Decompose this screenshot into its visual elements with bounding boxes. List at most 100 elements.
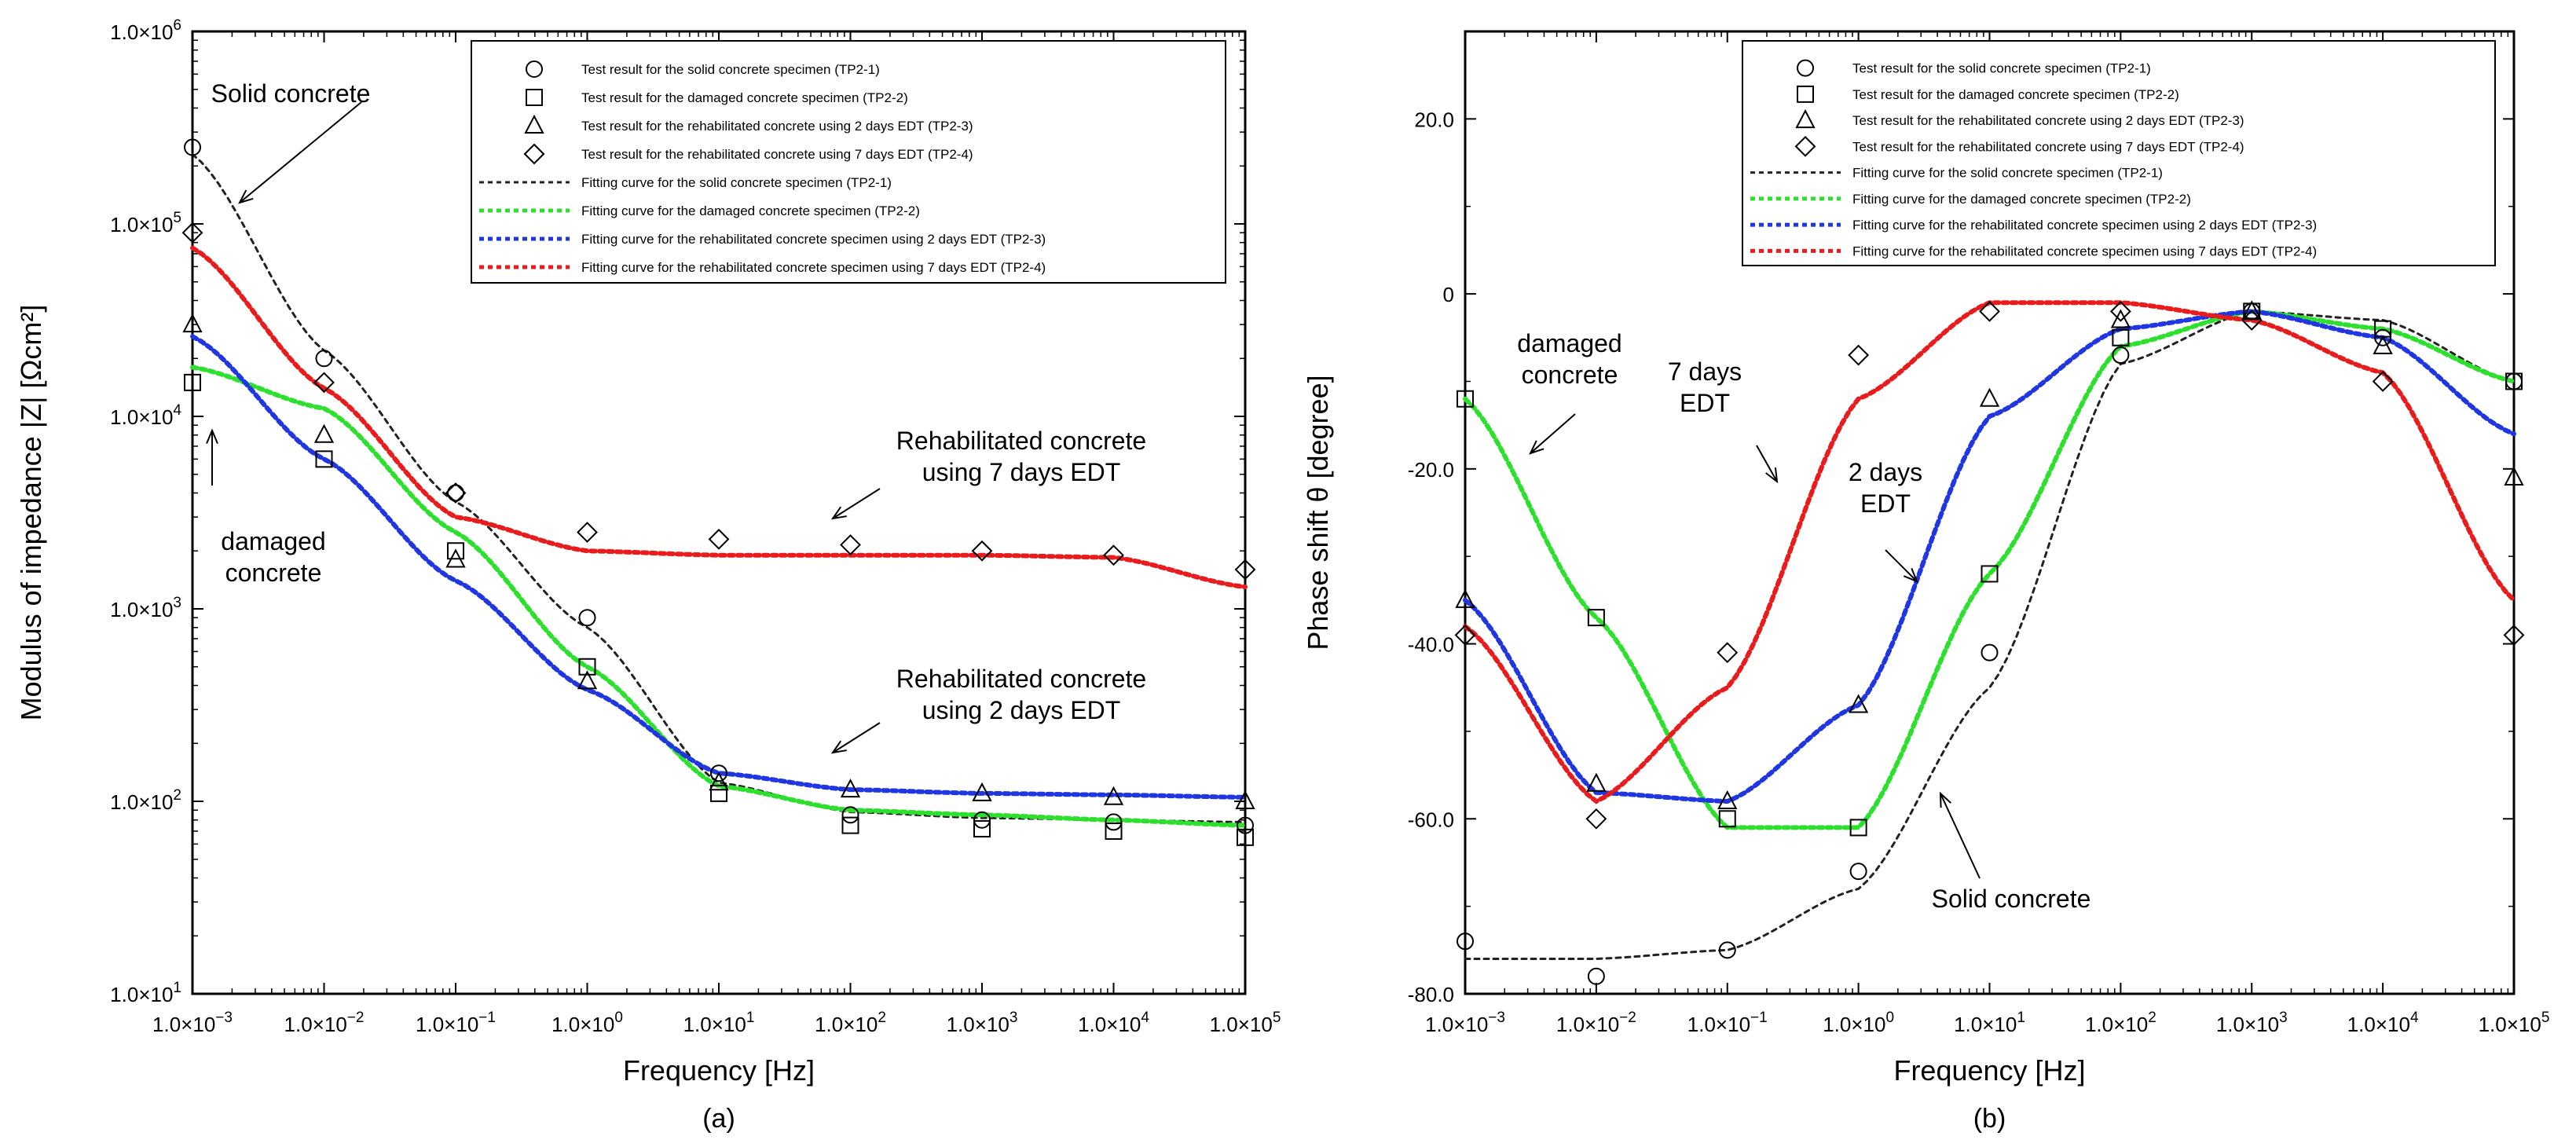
annotation-text: Solid concrete bbox=[1932, 885, 2091, 913]
legend-marker bbox=[523, 143, 545, 165]
data-point bbox=[315, 350, 333, 368]
legend-label: Test result for the rehabilitated concre… bbox=[581, 147, 973, 162]
legend-marker bbox=[524, 114, 544, 134]
test-series-3 bbox=[1455, 300, 2524, 809]
annotation-text: concrete bbox=[1522, 361, 1618, 389]
annotation-text: Solid concrete bbox=[211, 79, 371, 108]
data-point bbox=[973, 819, 991, 837]
legend-marker bbox=[526, 89, 543, 106]
data-point bbox=[577, 522, 598, 543]
test-series-4 bbox=[1454, 300, 2525, 830]
legend-item-test-2: Test result for the damaged concrete spe… bbox=[526, 89, 908, 106]
x-tick-label: 1.0×10−2 bbox=[284, 1010, 365, 1036]
legend-item-fit-4: Fitting curve for the rehabilitated conc… bbox=[1750, 244, 2317, 258]
annotation-arrow bbox=[239, 101, 362, 203]
annotation-arrowhead bbox=[206, 428, 218, 444]
legend-label: Test result for the rehabilitated concre… bbox=[1852, 139, 2244, 154]
y-tick-label: -80.0 bbox=[1408, 983, 1454, 1006]
data-point bbox=[445, 482, 467, 504]
data-point bbox=[1981, 643, 1999, 661]
fit-series-2 bbox=[1463, 309, 2516, 830]
annotation-text: 7 days bbox=[1668, 357, 1742, 386]
y-tick-label: -40.0 bbox=[1408, 633, 1454, 657]
chart-panel-b: 1.0×10−3 1.0×10−2 1.0×10−1 1.0×100 1.0×101 1.… bbox=[1302, 30, 2549, 1134]
legend-item-test-4: Test result for the rehabilitated concre… bbox=[523, 143, 973, 165]
legend-marker bbox=[1797, 85, 1814, 103]
x-tick-label: 1.0×101 bbox=[683, 1010, 755, 1036]
x-tick-label: 1.0×104 bbox=[2347, 1010, 2419, 1036]
x-tick-label: 1.0×102 bbox=[2085, 1010, 2156, 1036]
data-point bbox=[2241, 310, 2263, 331]
data-point bbox=[184, 138, 201, 156]
annotation-text: 2 days bbox=[1849, 458, 1922, 486]
annotation-arrowhead bbox=[1903, 567, 1918, 583]
legend-label: Test result for the damaged concrete spe… bbox=[581, 90, 908, 105]
data-point bbox=[841, 816, 859, 834]
data-point bbox=[577, 670, 598, 690]
data-point bbox=[1849, 819, 1867, 837]
legend: Test result for the solid concrete speci… bbox=[471, 40, 1226, 284]
legend-item-test-2: Test result for the damaged concrete spe… bbox=[1797, 85, 2179, 103]
legend-label: Fitting curve for the rehabilitated conc… bbox=[581, 260, 1046, 275]
data-point bbox=[313, 372, 335, 394]
legend-label: Fitting curve for the solid concrete spe… bbox=[1852, 166, 2163, 181]
data-point bbox=[2372, 371, 2394, 392]
annotation-1: damaged concrete bbox=[1517, 329, 1622, 455]
x-tick-label: 1.0×10−1 bbox=[416, 1010, 496, 1036]
data-point bbox=[1234, 559, 1256, 581]
annotation-text: using 2 days EDT bbox=[922, 696, 1121, 724]
data-point bbox=[445, 548, 466, 568]
annotation-text: using 7 days EDT bbox=[922, 458, 1121, 486]
data-point bbox=[1237, 816, 1254, 834]
data-point bbox=[182, 313, 203, 333]
x-tick-label: 1.0×101 bbox=[1954, 1010, 2025, 1036]
x-axis-label: Frequency [Hz] bbox=[623, 1054, 815, 1087]
annotation-arrowhead bbox=[1765, 467, 1779, 484]
annotation-arrowhead bbox=[830, 506, 847, 520]
y-axis-ticks: -80.0 -60.0 -40.0 -20.0 0 20.0 bbox=[1408, 108, 2514, 1006]
x-tick-label: 1.0×10−3 bbox=[152, 1010, 233, 1036]
legend-item-fit-2: Fitting curve for the damaged concrete s… bbox=[1750, 192, 2191, 207]
data-point bbox=[1585, 808, 1607, 830]
x-tick-label: 1.0×104 bbox=[1078, 1010, 1149, 1036]
data-point bbox=[2505, 372, 2523, 390]
data-point bbox=[2374, 328, 2392, 346]
data-point bbox=[184, 373, 201, 391]
legend-marker bbox=[526, 60, 543, 78]
data-point bbox=[2241, 300, 2262, 320]
legend-item-fit-2: Fitting curve for the damaged concrete s… bbox=[479, 203, 920, 218]
annotation-arrow bbox=[832, 722, 881, 753]
data-point bbox=[1718, 941, 1736, 959]
legend-item-test-3: Test result for the rehabilitated concre… bbox=[524, 114, 973, 134]
y-tick-label: 0 bbox=[1443, 283, 1454, 306]
annotation-arrow bbox=[1756, 445, 1778, 482]
data-point bbox=[2110, 309, 2131, 328]
data-point bbox=[1455, 588, 1475, 608]
legend-label: Test result for the solid concrete speci… bbox=[581, 62, 880, 77]
annotation-arrow bbox=[1940, 793, 1981, 879]
data-point bbox=[971, 540, 993, 562]
legend-item-fit-1: Fitting curve for the solid concrete spe… bbox=[479, 175, 892, 190]
annotation-arrow bbox=[832, 488, 881, 519]
data-point bbox=[1235, 790, 1255, 809]
test-series-3 bbox=[182, 313, 1255, 809]
data-point bbox=[841, 806, 859, 824]
fit-series-4 bbox=[1463, 300, 2516, 804]
data-point bbox=[181, 222, 203, 244]
data-point bbox=[1586, 772, 1607, 792]
y-axis-label: Modulus of impedance |Z| [Ωcm²] bbox=[15, 305, 47, 721]
x-axis-ticks: 1.0×10−3 1.0×10−2 1.0×10−1 1.0×100 1.0×101 1.… bbox=[1425, 31, 2549, 1036]
data-point bbox=[2112, 346, 2130, 365]
data-point bbox=[578, 658, 596, 676]
data-point bbox=[313, 423, 335, 443]
data-point bbox=[1103, 786, 1124, 805]
test-series-2 bbox=[184, 373, 1254, 846]
legend-marker bbox=[1794, 135, 1816, 157]
annotation-arrow bbox=[1885, 549, 1918, 582]
fit-series-1 bbox=[1464, 310, 2516, 960]
data-point bbox=[1849, 863, 1867, 881]
legend-box bbox=[1742, 40, 2496, 266]
x-tick-label: 1.0×103 bbox=[947, 1010, 1018, 1036]
legend-item-fit-3: Fitting curve for the rehabilitated conc… bbox=[479, 232, 1046, 247]
annotation-arrowhead bbox=[830, 740, 847, 754]
